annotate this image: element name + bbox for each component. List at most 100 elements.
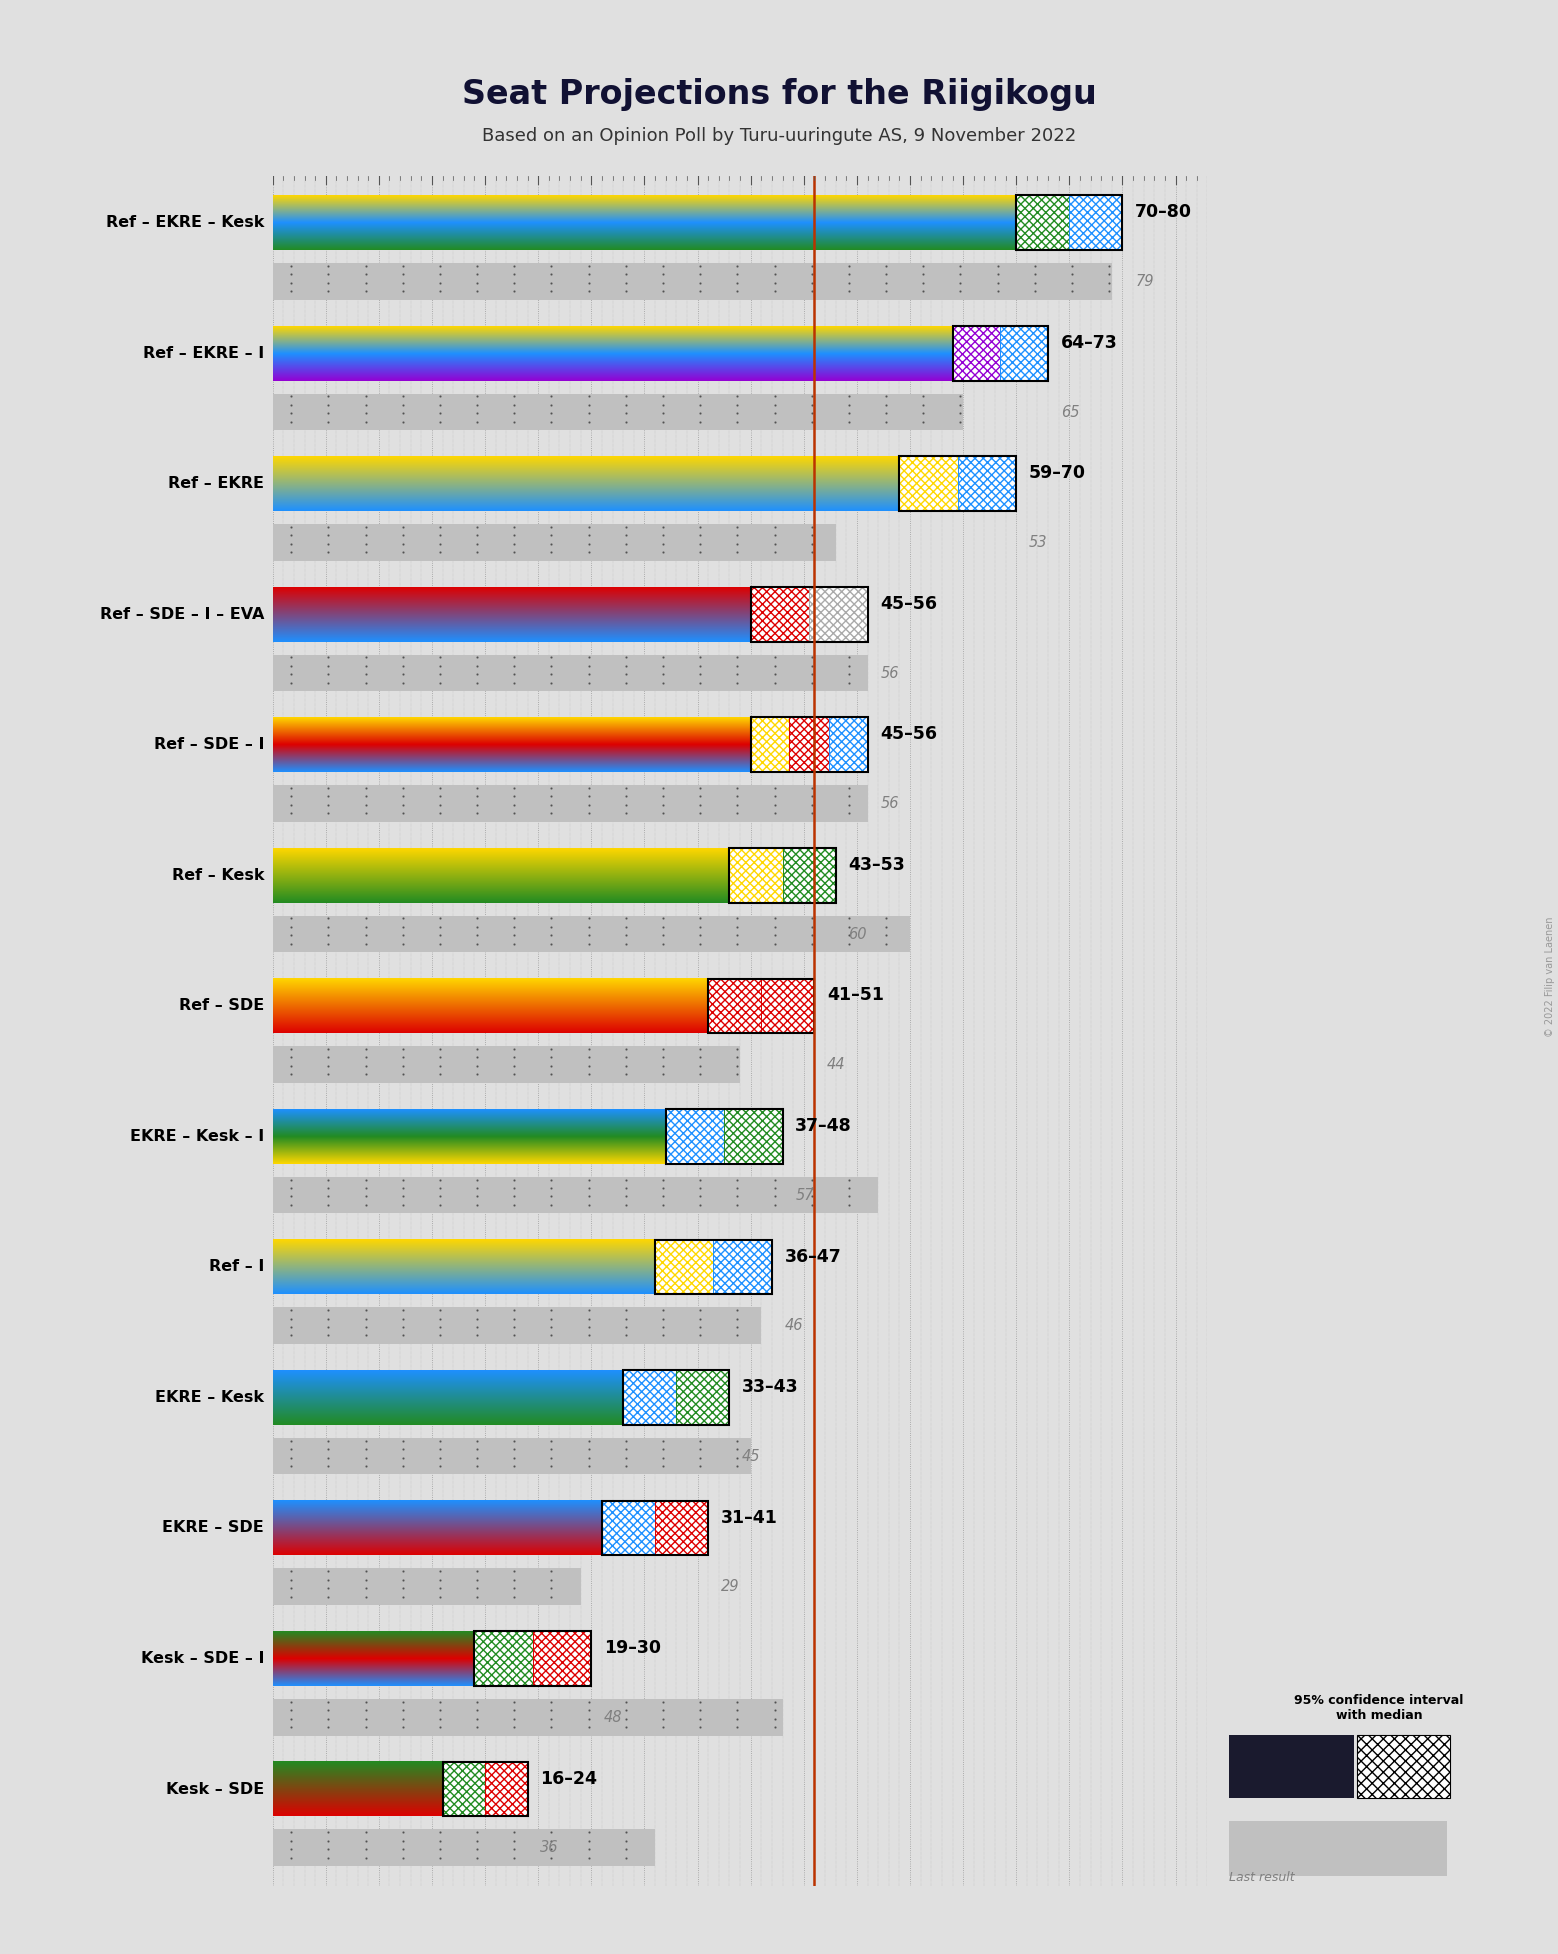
Text: 57: 57	[795, 1188, 813, 1202]
Bar	[751, 586, 868, 641]
Text: © 2022 Filip van Laenen: © 2022 Filip van Laenen	[1546, 916, 1555, 1038]
Bar	[665, 1110, 724, 1165]
Bar	[829, 717, 868, 772]
Bar	[790, 717, 829, 772]
Text: 48: 48	[605, 1710, 623, 1725]
Text: 16–24: 16–24	[541, 1770, 597, 1788]
Bar	[601, 1501, 709, 1555]
Text: 95% confidence interval
with median: 95% confidence interval with median	[1295, 1694, 1463, 1721]
Text: EKRE – SDE: EKRE – SDE	[162, 1520, 265, 1536]
Bar	[273, 264, 1112, 299]
Bar	[442, 1763, 528, 1817]
Text: 45–56: 45–56	[880, 725, 938, 743]
Text: 56: 56	[880, 666, 899, 680]
Bar	[1016, 195, 1069, 250]
Text: Ref – SDE – I – EVA: Ref – SDE – I – EVA	[100, 608, 265, 621]
Bar	[601, 1501, 654, 1555]
Text: Kesk – SDE: Kesk – SDE	[165, 1782, 265, 1796]
Bar	[533, 1632, 592, 1686]
Text: 33–43: 33–43	[742, 1378, 799, 1395]
Text: 65: 65	[1061, 404, 1080, 420]
Bar	[1016, 195, 1122, 250]
Text: 36–47: 36–47	[785, 1247, 841, 1266]
Text: 19–30: 19–30	[605, 1639, 661, 1657]
Text: 43–53: 43–53	[849, 856, 905, 873]
Bar	[273, 1569, 581, 1604]
Bar	[273, 786, 868, 823]
Bar	[273, 916, 910, 952]
Text: 45: 45	[742, 1448, 760, 1464]
Bar	[273, 1307, 762, 1344]
Bar	[724, 1110, 782, 1165]
Bar	[623, 1370, 729, 1424]
Bar	[899, 457, 1016, 512]
Text: 36: 36	[541, 1841, 559, 1854]
Bar	[714, 1239, 771, 1294]
Text: Ref – I: Ref – I	[209, 1260, 265, 1274]
Bar	[899, 457, 958, 512]
Text: Ref – EKRE – Kesk: Ref – EKRE – Kesk	[106, 215, 265, 231]
Bar	[273, 1698, 782, 1735]
Bar	[273, 1438, 751, 1475]
Bar	[782, 848, 835, 903]
Bar	[709, 979, 815, 1034]
Bar	[709, 979, 762, 1034]
Text: 46: 46	[785, 1319, 804, 1333]
Text: 79: 79	[1136, 274, 1154, 289]
Bar	[751, 586, 809, 641]
Text: 31–41: 31–41	[721, 1508, 777, 1526]
Bar	[751, 717, 790, 772]
Text: Ref – Kesk: Ref – Kesk	[171, 868, 265, 883]
Bar	[762, 979, 815, 1034]
Text: Seat Projections for the Riigikogu: Seat Projections for the Riigikogu	[461, 78, 1097, 111]
Text: 60: 60	[849, 926, 866, 942]
Bar	[475, 1632, 533, 1686]
Bar	[958, 457, 1016, 512]
Bar	[751, 717, 868, 772]
Bar	[442, 1763, 485, 1817]
Bar	[729, 848, 782, 903]
Bar	[809, 586, 868, 641]
Bar	[676, 1370, 729, 1424]
Bar	[729, 848, 835, 903]
Text: Based on an Opinion Poll by Turu-uuringute AS, 9 November 2022: Based on an Opinion Poll by Turu-uuringu…	[481, 127, 1077, 145]
Bar	[485, 1763, 528, 1817]
Text: 56: 56	[880, 795, 899, 811]
Bar	[273, 395, 963, 430]
Text: Kesk – SDE – I: Kesk – SDE – I	[140, 1651, 265, 1667]
Bar	[1000, 326, 1049, 381]
Bar	[952, 326, 1000, 381]
Text: 44: 44	[827, 1057, 846, 1073]
Text: 29: 29	[721, 1579, 740, 1594]
Text: EKRE – Kesk – I: EKRE – Kesk – I	[129, 1129, 265, 1143]
Bar	[273, 524, 835, 561]
Bar	[952, 326, 1049, 381]
Bar	[654, 1239, 771, 1294]
Text: Ref – SDE: Ref – SDE	[179, 998, 265, 1014]
Text: 41–51: 41–51	[827, 987, 883, 1004]
Text: Ref – SDE – I: Ref – SDE – I	[154, 737, 265, 752]
Text: 59–70: 59–70	[1028, 465, 1086, 483]
Bar	[1229, 1735, 1354, 1798]
Bar	[654, 1501, 709, 1555]
Bar	[273, 1047, 740, 1083]
Bar	[1357, 1735, 1450, 1798]
Bar	[1229, 1821, 1447, 1876]
Bar	[273, 1176, 879, 1213]
Text: 45–56: 45–56	[880, 594, 938, 614]
Bar	[654, 1239, 714, 1294]
Text: Last result: Last result	[1229, 1870, 1295, 1884]
Bar	[273, 655, 868, 692]
Bar	[665, 1110, 782, 1165]
Text: 70–80: 70–80	[1136, 203, 1192, 221]
Bar	[273, 1829, 654, 1866]
Bar	[475, 1632, 592, 1686]
Bar	[623, 1370, 676, 1424]
Bar	[1069, 195, 1122, 250]
Text: Ref – EKRE – I: Ref – EKRE – I	[143, 346, 265, 361]
Text: 64–73: 64–73	[1061, 334, 1117, 352]
Text: EKRE – Kesk: EKRE – Kesk	[156, 1389, 265, 1405]
Text: Ref – EKRE: Ref – EKRE	[168, 477, 265, 490]
Text: 37–48: 37–48	[795, 1118, 852, 1135]
Text: 53: 53	[1028, 535, 1047, 551]
